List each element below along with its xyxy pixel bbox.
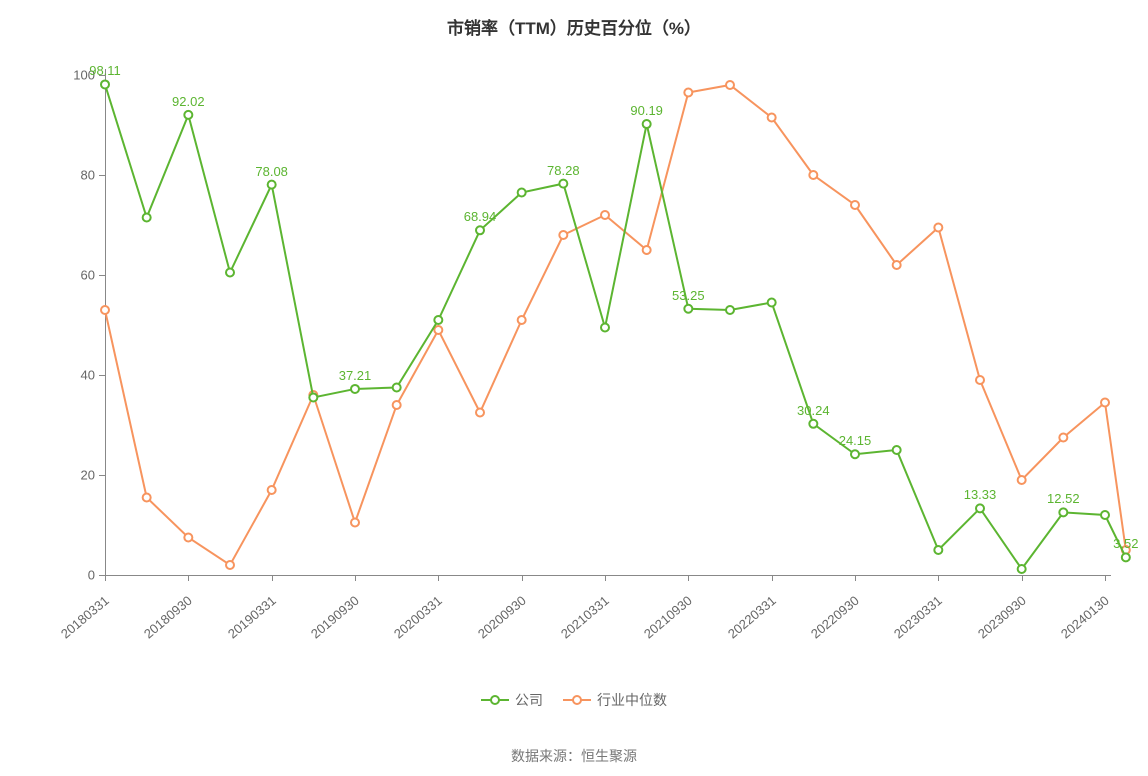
series-marker bbox=[351, 519, 359, 527]
series-marker bbox=[1059, 508, 1067, 516]
value-label: 30.24 bbox=[797, 403, 830, 418]
series-marker bbox=[268, 181, 276, 189]
series-marker bbox=[559, 180, 567, 188]
chart-container: 市销率（TTM）历史百分位（%） 公司行业中位数 数据来源：恒生聚源 02040… bbox=[0, 0, 1148, 776]
series-marker bbox=[434, 326, 442, 334]
series-marker bbox=[1018, 565, 1026, 573]
series-marker bbox=[601, 211, 609, 219]
series-marker bbox=[184, 111, 192, 119]
series-marker bbox=[1122, 553, 1130, 561]
series-marker bbox=[601, 324, 609, 332]
series-marker bbox=[309, 394, 317, 402]
series-marker bbox=[101, 80, 109, 88]
series-marker bbox=[226, 561, 234, 569]
series-marker bbox=[518, 189, 526, 197]
series-marker bbox=[726, 81, 734, 89]
series-marker bbox=[1059, 434, 1067, 442]
series-marker bbox=[893, 446, 901, 454]
series-marker bbox=[684, 89, 692, 97]
value-label: 90.19 bbox=[630, 103, 663, 118]
series-marker bbox=[143, 214, 151, 222]
series-marker bbox=[1018, 476, 1026, 484]
value-label: 13.33 bbox=[964, 487, 997, 502]
series-marker bbox=[809, 420, 817, 428]
series-marker bbox=[684, 305, 692, 313]
series-marker bbox=[643, 120, 651, 128]
value-label: 37.21 bbox=[339, 368, 372, 383]
value-label: 98.11 bbox=[89, 63, 121, 78]
value-label: 3.52 bbox=[1113, 536, 1138, 551]
value-label: 68.94 bbox=[464, 209, 497, 224]
value-label: 12.52 bbox=[1047, 491, 1080, 506]
series-marker bbox=[851, 201, 859, 209]
series-marker bbox=[393, 384, 401, 392]
value-label: 92.02 bbox=[172, 94, 205, 109]
series-marker bbox=[393, 401, 401, 409]
series-marker bbox=[643, 246, 651, 254]
chart-svg bbox=[0, 0, 1148, 776]
series-marker bbox=[934, 224, 942, 232]
series-marker bbox=[476, 409, 484, 417]
series-marker bbox=[768, 299, 776, 307]
series-marker bbox=[851, 450, 859, 458]
series-marker bbox=[809, 171, 817, 179]
series-marker bbox=[101, 306, 109, 314]
series-marker bbox=[726, 306, 734, 314]
series-marker bbox=[768, 114, 776, 122]
series-marker bbox=[434, 316, 442, 324]
series-marker bbox=[893, 261, 901, 269]
series-marker bbox=[226, 269, 234, 277]
series-marker bbox=[268, 486, 276, 494]
series-marker bbox=[518, 316, 526, 324]
value-label: 53.25 bbox=[672, 288, 705, 303]
series-marker bbox=[559, 231, 567, 239]
series-marker bbox=[476, 226, 484, 234]
series-marker bbox=[1101, 511, 1109, 519]
value-label: 24.15 bbox=[839, 433, 872, 448]
value-label: 78.28 bbox=[547, 163, 580, 178]
series-marker bbox=[184, 534, 192, 542]
series-marker bbox=[934, 546, 942, 554]
series-marker bbox=[976, 504, 984, 512]
series-marker bbox=[143, 494, 151, 502]
value-label: 78.08 bbox=[255, 164, 288, 179]
series-marker bbox=[976, 376, 984, 384]
series-marker bbox=[1101, 399, 1109, 407]
series-marker bbox=[351, 385, 359, 393]
